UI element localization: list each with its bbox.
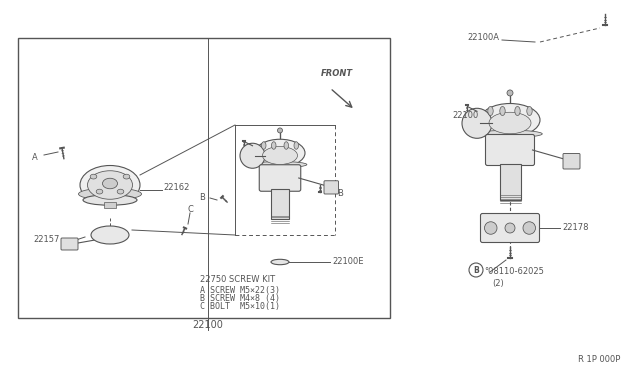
Circle shape [507, 90, 513, 96]
Ellipse shape [90, 174, 97, 179]
Ellipse shape [83, 195, 137, 205]
Ellipse shape [489, 112, 531, 134]
Ellipse shape [262, 142, 266, 149]
Ellipse shape [527, 106, 532, 115]
Text: °08110-62025: °08110-62025 [484, 266, 544, 276]
Circle shape [240, 143, 265, 168]
Circle shape [523, 222, 536, 234]
Text: 22178: 22178 [562, 222, 589, 231]
Ellipse shape [515, 106, 520, 115]
Ellipse shape [480, 103, 540, 137]
Text: 22157: 22157 [33, 235, 60, 244]
FancyBboxPatch shape [481, 214, 540, 243]
Ellipse shape [117, 189, 124, 194]
Text: C BOLT  M5×10(1): C BOLT M5×10(1) [200, 302, 280, 311]
Text: R 1P 000P: R 1P 000P [578, 356, 620, 365]
Ellipse shape [500, 106, 505, 115]
Text: B: B [199, 193, 205, 202]
Ellipse shape [262, 147, 298, 164]
Ellipse shape [80, 166, 140, 205]
Ellipse shape [123, 174, 130, 179]
Text: A SCREW M5×22(3): A SCREW M5×22(3) [200, 286, 280, 295]
Circle shape [505, 223, 515, 233]
Ellipse shape [91, 226, 129, 244]
Circle shape [484, 222, 497, 234]
Text: 22750 SCREW KIT: 22750 SCREW KIT [200, 275, 275, 284]
FancyBboxPatch shape [486, 135, 534, 166]
Ellipse shape [477, 130, 542, 138]
FancyBboxPatch shape [563, 154, 580, 169]
Circle shape [462, 108, 492, 138]
Text: (2): (2) [492, 279, 504, 288]
FancyBboxPatch shape [324, 181, 339, 194]
Ellipse shape [294, 142, 298, 149]
Ellipse shape [271, 142, 276, 149]
Text: 22100A: 22100A [467, 33, 499, 42]
Text: C: C [187, 205, 193, 215]
FancyBboxPatch shape [61, 238, 78, 250]
Ellipse shape [488, 106, 493, 115]
Text: B: B [337, 189, 343, 198]
Text: 22100E: 22100E [332, 257, 364, 266]
Bar [499, 164, 520, 199]
Text: 22100: 22100 [452, 110, 478, 119]
Bar [104, 202, 116, 208]
Ellipse shape [88, 171, 132, 199]
Text: FRONT: FRONT [321, 69, 353, 78]
Ellipse shape [284, 142, 289, 149]
Ellipse shape [255, 139, 305, 167]
Bar [271, 189, 289, 219]
Text: A: A [32, 153, 38, 161]
Text: B: B [473, 266, 479, 275]
Ellipse shape [79, 188, 141, 200]
Circle shape [278, 128, 282, 133]
Ellipse shape [102, 178, 118, 189]
Text: B SCREW M4×8 (4): B SCREW M4×8 (4) [200, 294, 280, 303]
Circle shape [469, 263, 483, 277]
Bar [18, 38, 390, 318]
Ellipse shape [96, 189, 103, 194]
Text: 22162: 22162 [163, 183, 189, 192]
Ellipse shape [271, 259, 289, 265]
Text: 22100: 22100 [193, 320, 223, 330]
FancyBboxPatch shape [259, 165, 301, 191]
Ellipse shape [253, 161, 307, 167]
